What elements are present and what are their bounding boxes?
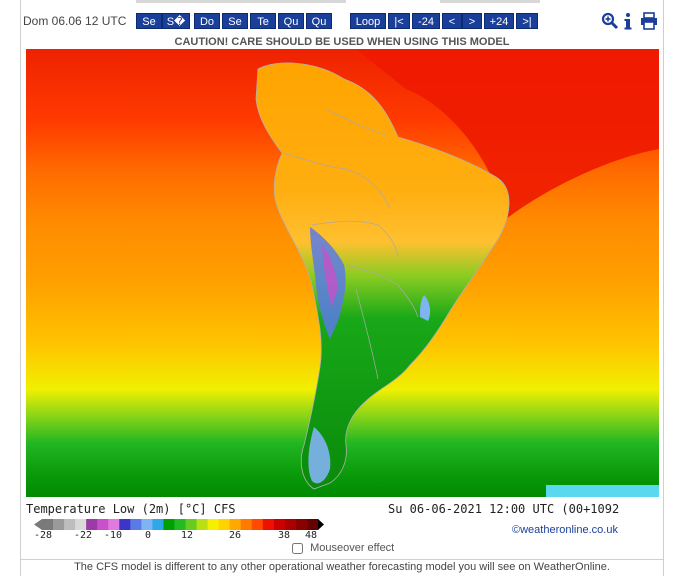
scale-swatch (295, 519, 308, 530)
scale-swatch (163, 519, 175, 530)
scale-swatch (185, 519, 198, 530)
mouseover-label: Mouseover effect (310, 542, 395, 554)
day-button-4[interactable]: Se (222, 13, 248, 29)
tick-label: -22 (74, 530, 93, 541)
scale-swatch (218, 519, 231, 530)
tick-label: -28 (34, 530, 53, 541)
scale-arrow-left (34, 519, 42, 530)
scale-swatch (262, 519, 275, 530)
legend-title: Temperature Low (2m) [°C] CFS (26, 502, 236, 516)
tick-label: 48 (305, 530, 318, 541)
scale-swatch (240, 519, 253, 530)
mouseover-toggle[interactable]: Mouseover effect (292, 542, 394, 554)
day-button-2[interactable]: S� (162, 13, 190, 29)
tick-label: 12 (181, 530, 194, 541)
minus24-button[interactable]: -24 (412, 13, 440, 29)
patagonia-ice (308, 427, 331, 484)
info-icon[interactable] (623, 12, 633, 30)
top-strip-right (440, 0, 540, 3)
scale-swatch (119, 519, 131, 530)
scale-swatch (229, 519, 242, 530)
color-scale-bar (34, 519, 324, 530)
mouseover-checkbox[interactable] (292, 542, 303, 554)
lagoon (420, 295, 431, 321)
first-frame-button[interactable]: |< (388, 13, 410, 29)
scale-swatch (174, 519, 187, 530)
scale-swatch (97, 519, 109, 530)
tick-label: 38 (278, 530, 291, 541)
page-frame (20, 0, 664, 576)
south-america-land (255, 62, 510, 490)
date-label: Dom 06.06 12 UTC (23, 14, 127, 28)
warm-atlantic-band (356, 49, 659, 219)
plus24-button[interactable]: +24 (484, 13, 514, 29)
day-button-5[interactable]: Te (250, 13, 276, 29)
zoom-in-icon[interactable] (601, 12, 619, 30)
prev-button[interactable]: < (442, 13, 462, 29)
last-frame-button[interactable]: >| (516, 13, 538, 29)
scale-swatch (130, 519, 142, 530)
scale-swatch (141, 519, 153, 530)
next-button[interactable]: > (462, 13, 482, 29)
day-button-1[interactable]: Se (136, 13, 162, 29)
scale-swatch (306, 519, 319, 530)
andes-high-peaks (322, 245, 338, 307)
tick-label: -10 (104, 530, 123, 541)
scale-swatch (42, 519, 54, 530)
toolbar: Dom 06.06 12 UTC Se S� Do Se Te Qu Qu Lo… (0, 12, 684, 30)
scale-swatch (86, 519, 98, 530)
scale-swatch (273, 519, 286, 530)
scale-swatch (152, 519, 164, 530)
day-button-7[interactable]: Qu (306, 13, 332, 29)
footer-divider (20, 559, 664, 560)
country-borders (281, 108, 419, 380)
scale-swatch (196, 519, 209, 530)
cold-strip (546, 485, 659, 497)
scale-swatch (284, 519, 297, 530)
scale-swatch (53, 519, 65, 530)
printer-icon[interactable] (640, 12, 658, 30)
footer-note: The CFS model is different to any other … (74, 561, 610, 573)
tick-label: 0 (145, 530, 152, 541)
tick-label: 26 (229, 530, 242, 541)
day-button-3[interactable]: Do (194, 13, 220, 29)
scale-swatch (108, 519, 120, 530)
temperature-map[interactable] (26, 49, 659, 497)
scale-swatch (75, 519, 87, 530)
day-button-6[interactable]: Qu (278, 13, 304, 29)
scale-arrow-right (318, 519, 324, 530)
top-strip (136, 0, 346, 3)
scale-swatch (207, 519, 220, 530)
scale-swatch (64, 519, 76, 530)
loop-button[interactable]: Loop (350, 13, 386, 29)
scale-swatch (251, 519, 264, 530)
copyright-link[interactable]: ©weatheronline.co.uk (512, 524, 618, 536)
map-svg (26, 49, 659, 497)
caution-banner: CAUTION! CARE SHOULD BE USED WHEN USING … (174, 36, 510, 48)
legend-date: Su 06-06-2021 12:00 UTC (00+1092 (388, 502, 620, 516)
